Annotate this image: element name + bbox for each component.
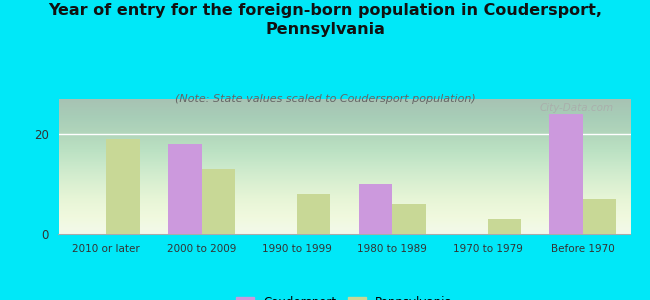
Bar	[583, 199, 616, 234]
Bar	[488, 219, 521, 234]
Bar	[549, 114, 583, 234]
Bar	[297, 194, 330, 234]
Bar	[359, 184, 392, 234]
Bar	[168, 144, 202, 234]
Bar	[202, 169, 235, 234]
Text: (Note: State values scaled to Coudersport population): (Note: State values scaled to Couderspor…	[175, 94, 475, 104]
Bar	[106, 139, 140, 234]
Text: Year of entry for the foreign-born population in Coudersport,
Pennsylvania: Year of entry for the foreign-born popul…	[48, 3, 602, 37]
Legend: Coudersport, Pennsylvania: Coudersport, Pennsylvania	[231, 291, 458, 300]
Bar	[392, 204, 426, 234]
Text: City-Data.com: City-Data.com	[540, 103, 614, 113]
